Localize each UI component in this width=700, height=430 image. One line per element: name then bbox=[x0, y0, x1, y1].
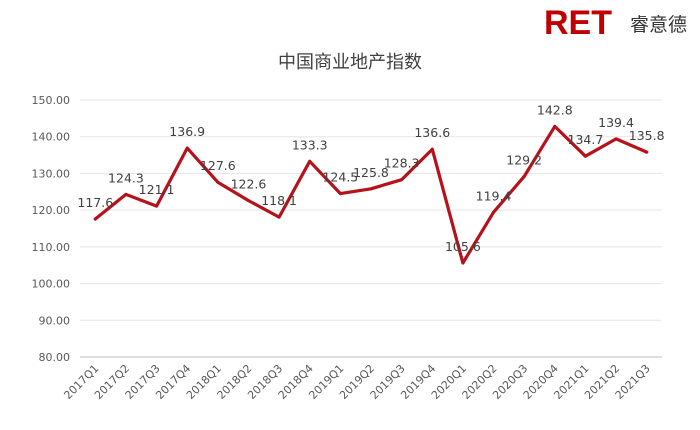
data-label: 122.6 bbox=[231, 177, 267, 192]
data-point bbox=[277, 215, 281, 219]
data-label: 134.7 bbox=[568, 132, 604, 147]
ret-logo: RET 睿意德 bbox=[544, 4, 687, 40]
ret-logo-chinese: 睿意德 bbox=[630, 14, 687, 36]
y-tick-label: 90.00 bbox=[39, 314, 71, 327]
data-point bbox=[461, 261, 465, 265]
data-point bbox=[216, 180, 220, 184]
data-point bbox=[185, 146, 189, 150]
data-label: 105.6 bbox=[445, 239, 481, 254]
data-point bbox=[583, 154, 587, 158]
data-point bbox=[492, 210, 496, 214]
data-point bbox=[246, 199, 250, 203]
data-label: 118.1 bbox=[261, 193, 297, 208]
y-tick-label: 100.00 bbox=[32, 278, 71, 291]
y-axis: 80.00 90.00 100.00 110.00 120.00 130.00 140.00… bbox=[32, 94, 71, 364]
data-label: 128.3 bbox=[384, 156, 420, 171]
data-label: 125.8 bbox=[353, 165, 389, 180]
data-label: 139.4 bbox=[598, 115, 634, 130]
data-point bbox=[614, 137, 618, 141]
x-axis: 2017Q12017Q22017Q32017Q42018Q12018Q22018… bbox=[61, 362, 652, 402]
data-label: 121.1 bbox=[139, 182, 175, 197]
y-tick-label: 140.00 bbox=[32, 131, 71, 144]
data-point bbox=[400, 178, 404, 182]
data-label: 136.9 bbox=[169, 124, 205, 139]
y-tick-label: 80.00 bbox=[39, 351, 71, 364]
data-point bbox=[308, 159, 312, 163]
data-point bbox=[430, 147, 434, 151]
y-tick-label: 110.00 bbox=[32, 241, 71, 254]
chart-title: 中国商业地产指数 bbox=[278, 52, 422, 73]
data-label: 135.8 bbox=[629, 128, 665, 143]
data-label: 124.5 bbox=[322, 170, 358, 185]
data-label: 127.6 bbox=[200, 158, 236, 173]
data-point bbox=[645, 150, 649, 154]
data-label: 142.8 bbox=[537, 102, 573, 117]
data-label: 124.3 bbox=[108, 170, 144, 185]
data-point bbox=[553, 124, 557, 128]
data-label: 129.2 bbox=[506, 152, 542, 167]
y-tick-label: 130.00 bbox=[32, 167, 71, 180]
data-point bbox=[338, 192, 342, 196]
data-point bbox=[93, 217, 97, 221]
data-label: 117.6 bbox=[77, 195, 113, 210]
series-line bbox=[93, 124, 649, 265]
data-point bbox=[155, 204, 159, 208]
y-tick-label: 150.00 bbox=[32, 94, 71, 107]
data-point bbox=[522, 174, 526, 178]
data-point bbox=[369, 187, 373, 191]
ret-logo-mark: RET bbox=[544, 4, 612, 40]
data-label: 119.4 bbox=[476, 188, 512, 203]
data-label: 136.6 bbox=[414, 125, 450, 140]
data-label: 133.3 bbox=[292, 137, 328, 152]
y-tick-label: 120.00 bbox=[32, 204, 71, 217]
data-point bbox=[124, 192, 128, 196]
